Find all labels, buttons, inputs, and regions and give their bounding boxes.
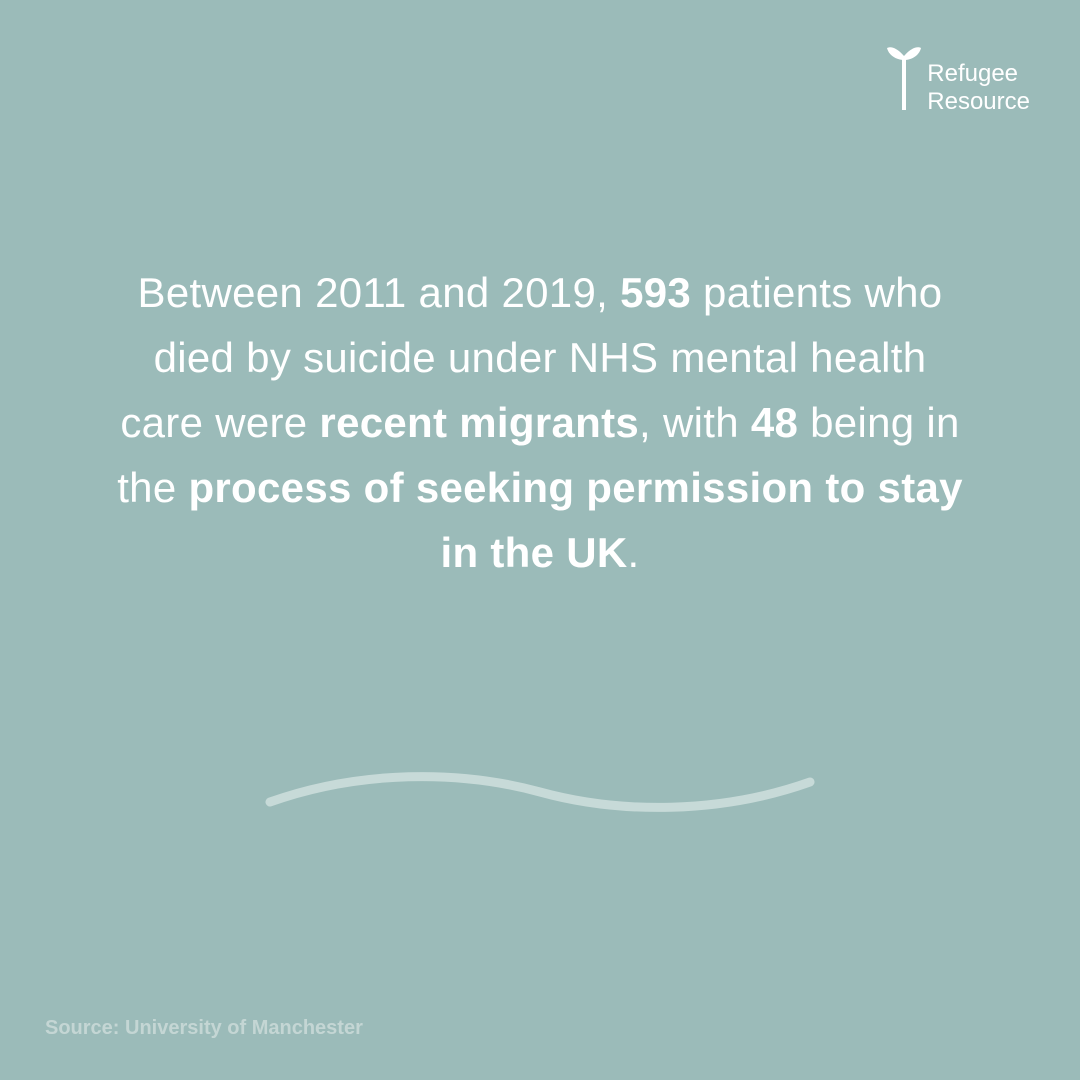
- brand-name: Refugee Resource: [927, 60, 1030, 115]
- text-seg: Between 2011 and 2019,: [138, 269, 621, 316]
- text-bold: 593: [620, 269, 691, 316]
- headline-text: Between 2011 and 2019, 593 patients who …: [110, 260, 970, 585]
- text-bold: 48: [751, 399, 798, 446]
- text-bold: recent migrants: [319, 399, 639, 446]
- sprout-icon: [887, 40, 921, 110]
- text-seg: .: [628, 529, 640, 576]
- brand-line2: Resource: [927, 88, 1030, 115]
- text-bold: process of seeking permission to stay in…: [188, 464, 962, 576]
- wave-divider-icon: [260, 760, 820, 820]
- brand-logo: Refugee Resource: [887, 40, 1030, 115]
- source-attribution: Source: University of Manchester: [45, 1017, 363, 1040]
- text-seg: , with: [639, 399, 751, 446]
- brand-line1: Refugee: [927, 60, 1018, 87]
